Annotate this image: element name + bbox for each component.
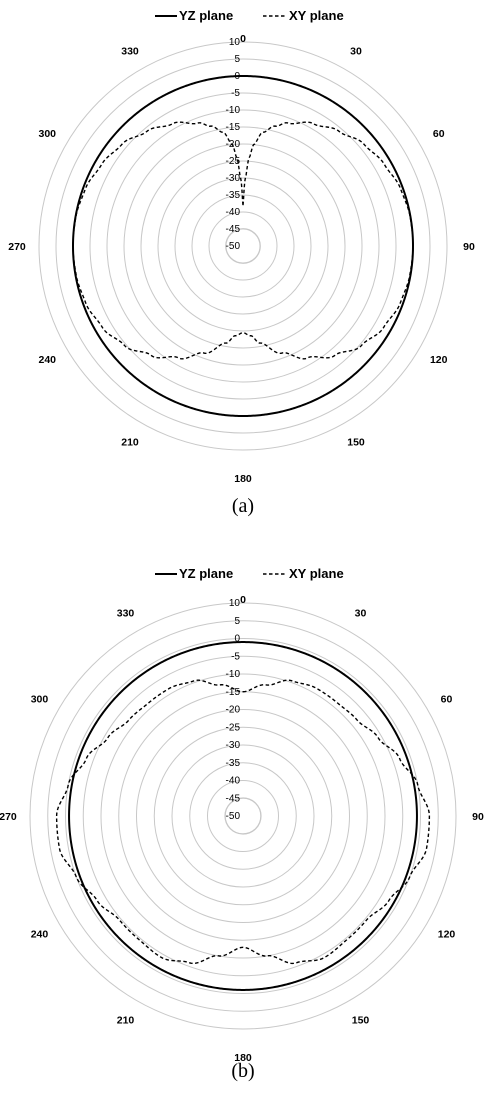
angle-tick-label: 120 [430,354,448,366]
grid-circle [29,602,457,1030]
grid-circle [123,126,363,366]
angle-tick-label: 180 [234,1052,252,1064]
grid-circle [118,691,368,941]
radial-tick-label: -30 [226,740,241,751]
radial-tick-label: 5 [234,54,240,65]
legend-label-xy-plane: XY plane [289,566,344,581]
angle-tick-label: 300 [39,128,57,140]
series-line-yz-plane [68,641,418,991]
angle-tick-label: 90 [472,811,484,823]
radial-tick-label: -40 [226,207,241,218]
angle-tick-label: 150 [347,437,365,449]
angle-tick-label: 90 [463,241,475,253]
polar-chart-b-svg: 1050-5-10-15-20-25-30-35-40-45-500306090… [0,566,484,1064]
angle-tick-label: 180 [234,473,252,485]
grid-circle [225,228,261,264]
radial-tick-label: -10 [226,669,241,680]
angle-tick-label: 60 [433,128,445,140]
radial-tick-label: -15 [226,122,241,133]
radial-tick-label: -35 [226,190,241,201]
angle-tick-label: 120 [438,929,456,941]
radial-tick-label: 10 [229,37,241,48]
angle-tick-label: 270 [8,241,26,253]
angle-tick-label: 270 [0,811,17,823]
grid-circle [82,655,404,977]
radial-tick-label: -25 [226,156,241,167]
grid-circle [224,797,262,835]
angle-tick-label: 150 [352,1015,370,1027]
radial-tick-label: -45 [226,793,241,804]
grid-circle [38,41,448,451]
angle-tick-label: 240 [39,354,57,366]
radial-tick-label: -5 [231,88,240,99]
angle-tick-label: 0 [240,594,246,606]
angle-tick-labels: 0 30 60 90 120 150 180 210 240 270 300 330 [8,33,475,485]
caption-b: (b) [231,1060,255,1082]
legend-label-xy-plane: XY plane [289,8,344,23]
radial-tick-label: 10 [229,598,241,609]
polar-grid [29,602,457,1030]
radial-tick-label: 5 [234,616,240,627]
grid-circle [106,109,380,383]
legend-label-yz-plane: YZ plane [179,566,233,581]
grid-circle [171,744,315,888]
angle-tick-label: 210 [121,437,139,449]
radial-tick-label: -5 [231,651,240,662]
grid-circle [89,92,397,400]
grid-circle [153,726,333,906]
grid-circle [208,211,278,281]
grid-circle [55,58,431,434]
grid-circle [191,194,295,298]
grid-circle [136,709,350,923]
polar-chart-a-svg: 1050-5-10-15-20-25-30-35-40-45-500306090… [8,8,475,485]
grid-circle [100,673,386,959]
radial-tick-label: -50 [226,811,241,822]
radial-tick-label: -15 [226,687,241,698]
radial-tick-label: -35 [226,758,241,769]
radial-tick-label: -20 [226,705,241,716]
angle-tick-label: 330 [117,607,135,619]
angle-tick-label: 30 [355,607,367,619]
polar-chart-a: 10 5 0 -5 -10 -15 -20 -25 -30 -35 -40 -45 -50 0 30 60 90… [0,0,486,525]
polar-grid [38,41,448,451]
radial-tick-label: -50 [226,241,241,252]
grid-circle [174,177,312,315]
grid-circle [157,160,329,332]
legend: YZ plane XY plane [155,566,344,581]
legend-label-yz-plane: YZ plane [179,8,233,23]
polar-chart-b: 10 5 0 -5 -10 -15 -20 -25 -30 -35 -40 -45 -50 0 30 60 90… [0,560,486,1099]
radial-tick-label: -30 [226,173,241,184]
radial-tick-label: -10 [226,105,241,116]
grid-circle [140,143,346,349]
grid-circle [65,638,421,994]
angle-tick-label: 210 [117,1015,135,1027]
radial-tick-label: -25 [226,722,241,733]
angle-tick-label: 330 [121,45,139,57]
caption-a: (a) [231,495,255,517]
radial-tick-label: 0 [234,634,240,645]
angle-tick-labels: 0 30 60 90 120 150 180 210 240 270 300 330 [0,594,484,1064]
angle-tick-label: 30 [350,45,362,57]
legend: YZ plane XY plane [155,8,344,23]
grid-circle [189,762,297,870]
radial-tick-label: -45 [226,224,241,235]
angle-tick-label: 300 [31,694,49,706]
grid-circle [47,620,439,1012]
radial-tick-labels: 10 5 0 -5 -10 -15 -20 -25 -30 -35 -40 -45 -50 [226,598,241,822]
series-line-yz-plane [71,75,415,418]
angle-tick-label: 60 [441,694,453,706]
angle-tick-label: 240 [31,929,49,941]
radial-tick-label: -40 [226,776,241,787]
series-line-xy-plane [55,679,431,965]
angle-tick-label: 0 [240,33,246,45]
grid-circle [207,780,279,852]
